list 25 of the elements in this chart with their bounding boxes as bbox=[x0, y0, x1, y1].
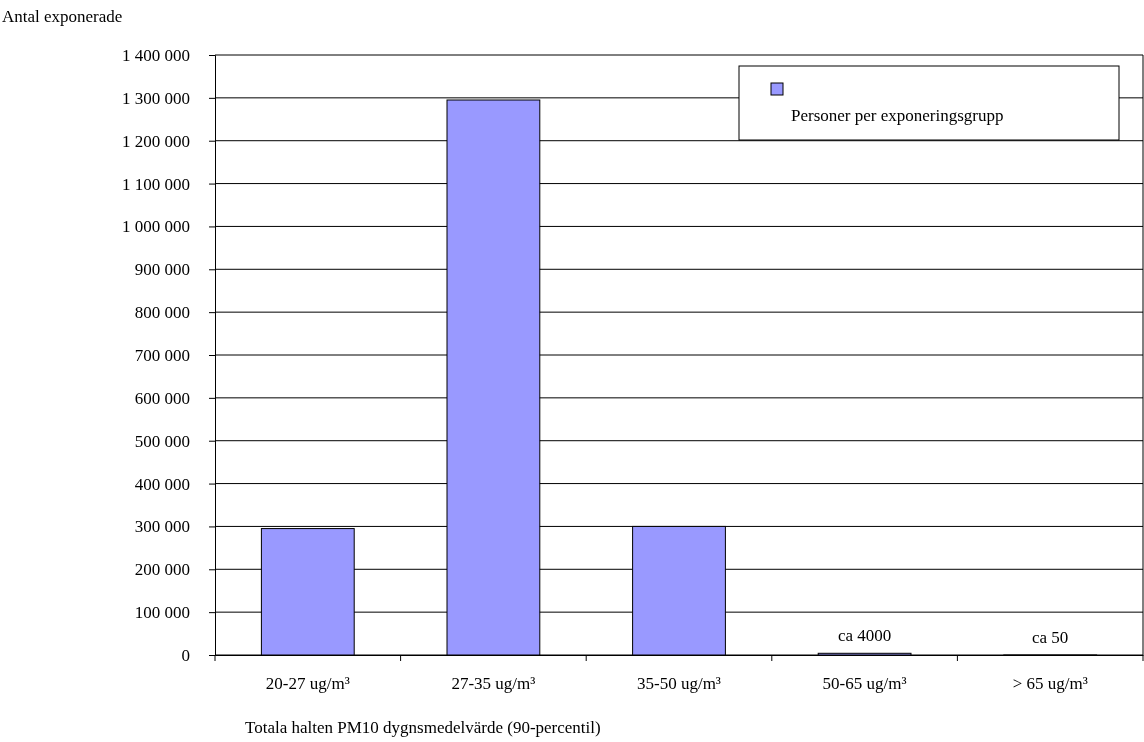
data-label: ca 4000 bbox=[837, 626, 892, 646]
x-tick-label: 35-50 ug/m³ bbox=[637, 673, 721, 693]
x-tick-label: 27-35 ug/m³ bbox=[451, 673, 536, 693]
y-tick-label: 800 000 bbox=[134, 303, 190, 323]
y-tick-label: 400 000 bbox=[134, 474, 190, 494]
y-axis-title: Antal exponerade bbox=[2, 7, 123, 26]
y-tick-label: 1 200 000 bbox=[122, 131, 190, 151]
x-tick-label: 20-27 ug/m³ bbox=[265, 673, 350, 693]
legend-label: Personer per exponeringsgrupp bbox=[791, 106, 1004, 125]
x-tick-label: > 65 ug/m³ bbox=[1012, 673, 1088, 693]
y-tick-label: 600 000 bbox=[134, 388, 190, 408]
y-tick-label: 1 100 000 bbox=[122, 174, 190, 194]
y-tick-label: 200 000 bbox=[134, 560, 190, 580]
y-tick-label: 1 400 000 bbox=[122, 45, 190, 65]
data-label: ca 50 bbox=[1032, 627, 1069, 647]
y-tick-label: 100 000 bbox=[134, 603, 190, 623]
y-tick-label: 700 000 bbox=[134, 345, 190, 365]
y-tick-label: 1 000 000 bbox=[122, 217, 190, 237]
y-tick-label: 0 bbox=[181, 645, 190, 665]
x-axis-title: Totala halten PM10 dygnsmedelvärde (90-percentil) bbox=[245, 718, 601, 737]
y-tick-label: 1 300 000 bbox=[122, 88, 190, 108]
x-tick-label: 50-65 ug/m³ bbox=[822, 673, 907, 693]
y-tick-label: 500 000 bbox=[134, 431, 190, 451]
y-tick-label: 300 000 bbox=[134, 517, 190, 537]
y-tick-label: 900 000 bbox=[134, 260, 190, 280]
